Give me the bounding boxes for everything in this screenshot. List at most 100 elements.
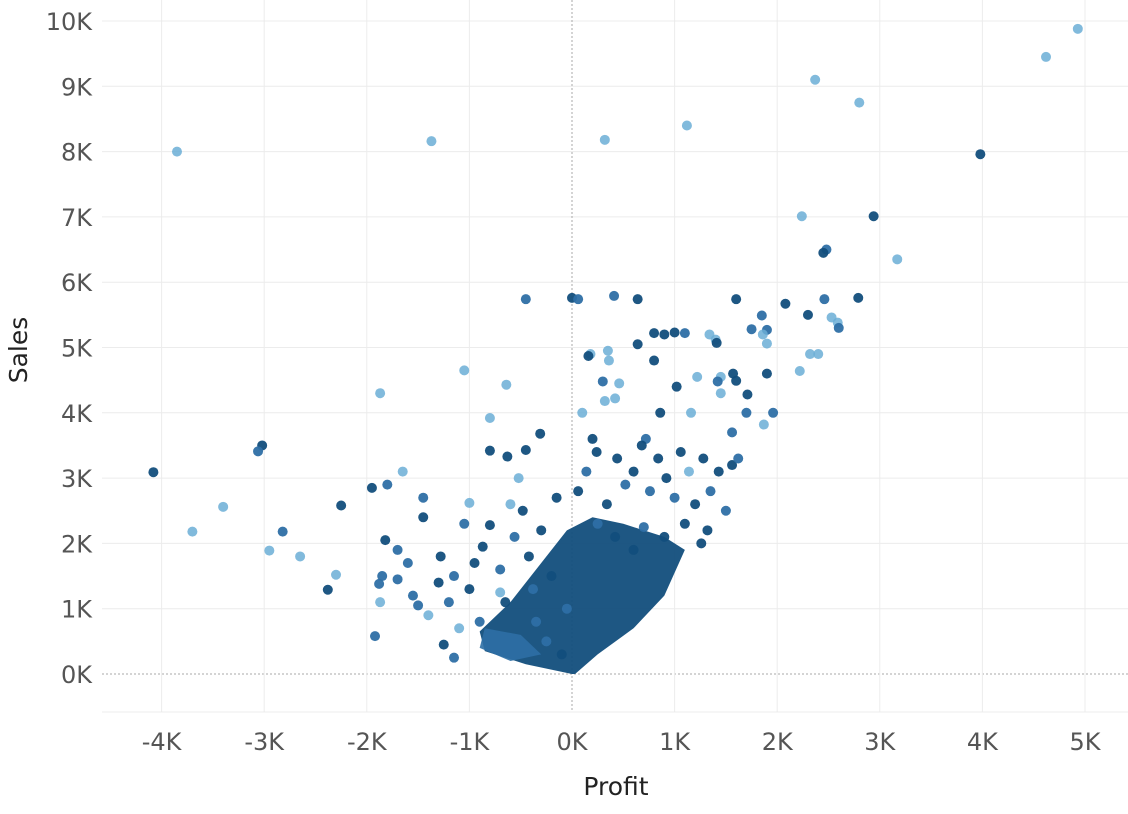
data-point <box>733 453 744 464</box>
data-point <box>402 557 413 568</box>
data-point <box>731 294 742 305</box>
data-point <box>397 466 408 477</box>
data-point <box>551 492 562 503</box>
data-point <box>464 497 475 508</box>
data-point <box>610 393 621 404</box>
data-point <box>433 577 444 588</box>
x-axis-ticks: -4K -3K -2K -1K 0K 1K 2K 3K 4K 5K <box>142 728 1102 756</box>
data-point <box>531 616 542 627</box>
data-point <box>698 453 709 464</box>
data-point <box>679 328 690 339</box>
data-point <box>484 520 495 531</box>
x-tick-label: 0K <box>556 728 588 756</box>
y-tick-label: 4K <box>61 400 93 428</box>
data-point <box>612 453 623 464</box>
data-point <box>818 247 829 258</box>
data-point <box>577 407 588 418</box>
y-tick-label: 8K <box>61 139 93 167</box>
x-tick-label: 5K <box>1069 728 1101 756</box>
data-point <box>418 512 429 523</box>
data-point <box>599 134 610 145</box>
data-point <box>597 376 608 387</box>
data-point <box>975 149 986 160</box>
data-point <box>587 433 598 444</box>
data-point <box>474 616 485 627</box>
data-point <box>833 322 844 333</box>
data-point <box>632 339 643 350</box>
data-point <box>536 525 547 536</box>
data-point <box>484 413 495 424</box>
data-point <box>407 590 418 601</box>
data-point <box>757 329 768 340</box>
data-point <box>819 294 830 305</box>
data-point <box>741 407 752 418</box>
data-point <box>727 427 738 438</box>
data-point <box>375 597 386 608</box>
data-point <box>171 146 182 157</box>
y-tick-label: 10K <box>46 8 94 36</box>
data-point <box>758 419 769 430</box>
data-point <box>573 486 584 497</box>
data-point <box>426 136 437 147</box>
data-point <box>535 428 546 439</box>
data-point <box>659 329 670 340</box>
y-tick-label: 0K <box>61 661 93 689</box>
data-point <box>655 407 666 418</box>
data-point <box>382 479 393 490</box>
y-tick-label: 3K <box>61 465 93 493</box>
data-point <box>602 345 613 356</box>
data-point <box>331 569 342 580</box>
data-point <box>692 371 703 382</box>
data-point <box>322 584 333 595</box>
data-point <box>690 499 701 510</box>
data-point <box>264 545 275 556</box>
data-point <box>366 482 377 493</box>
data-point <box>794 366 805 377</box>
data-point <box>454 623 465 634</box>
data-point <box>1041 51 1052 62</box>
data-point <box>477 541 488 552</box>
data-point <box>581 466 592 477</box>
data-point <box>520 294 531 305</box>
data-point <box>653 453 664 464</box>
data-point <box>620 479 631 490</box>
data-point <box>599 396 610 407</box>
data-point <box>686 407 697 418</box>
data-point <box>380 535 391 546</box>
data-point <box>435 551 446 562</box>
data-point <box>459 365 470 376</box>
y-tick-label: 9K <box>61 73 93 101</box>
data-point <box>614 378 625 389</box>
data-point <box>675 446 686 457</box>
data-point <box>715 388 726 399</box>
dense-point-cluster-edge <box>479 628 542 661</box>
data-point <box>520 445 531 456</box>
data-point <box>649 328 660 339</box>
data-point <box>805 349 816 360</box>
y-axis-title: Sales <box>4 317 33 384</box>
data-point <box>375 388 386 399</box>
data-point <box>603 355 614 366</box>
data-point <box>679 518 690 529</box>
data-point <box>669 492 680 503</box>
data-point <box>681 120 692 131</box>
data-point <box>720 505 731 516</box>
data-point <box>591 446 602 457</box>
data-point <box>868 211 879 222</box>
data-point <box>449 571 460 582</box>
data-point <box>583 350 594 361</box>
data-point <box>628 544 639 555</box>
data-point <box>336 500 347 511</box>
data-point <box>609 290 620 301</box>
data-point <box>413 600 424 611</box>
data-point <box>768 407 779 418</box>
data-point <box>746 324 757 335</box>
data-point <box>592 518 603 529</box>
data-point <box>501 379 512 390</box>
y-tick-label: 5K <box>61 335 93 363</box>
data-point <box>423 610 434 621</box>
data-point <box>253 446 264 457</box>
data-point <box>727 460 738 471</box>
data-point <box>813 349 824 360</box>
y-tick-label: 6K <box>61 269 93 297</box>
